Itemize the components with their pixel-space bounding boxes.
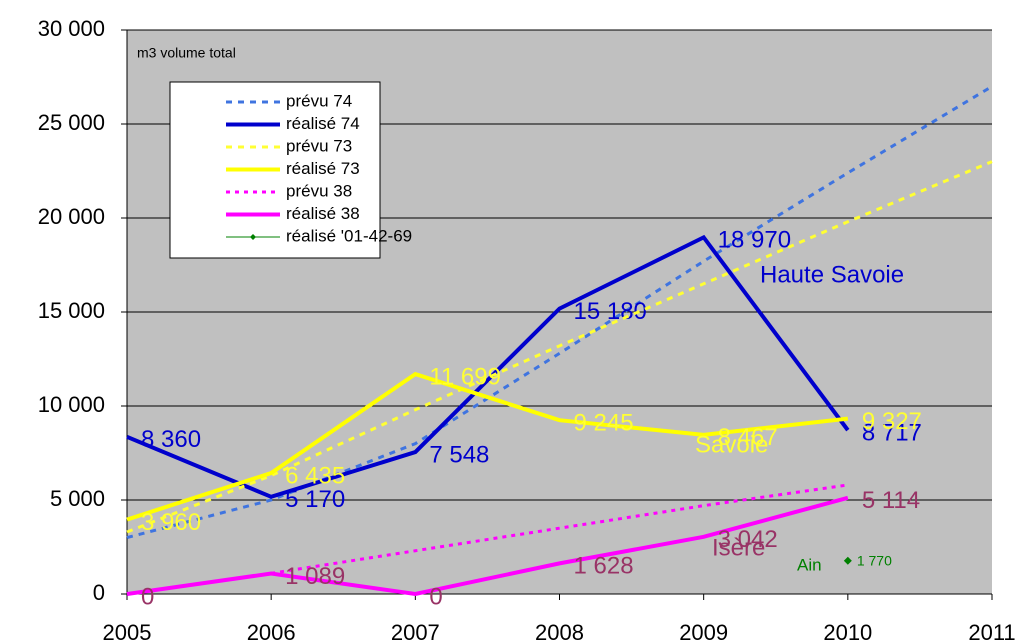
- series-line: [126, 371, 849, 522]
- legend-label: réalisé 74: [286, 114, 360, 133]
- value-label: 3 960: [141, 509, 201, 536]
- legend-swatch: [250, 234, 256, 240]
- annotation: Savoie: [695, 431, 768, 458]
- annotation: Isère: [712, 534, 765, 561]
- y-tick-label: 10 000: [38, 392, 105, 417]
- x-tick-label: 2005: [103, 620, 152, 644]
- value-label: 9 245: [574, 410, 634, 437]
- value-label: 0: [141, 583, 154, 610]
- value-label: 8 717: [862, 419, 922, 446]
- y-tick-label: 15 000: [38, 298, 105, 323]
- y-tick-label: 5 000: [50, 486, 105, 511]
- value-label: 18 970: [718, 227, 791, 254]
- value-label: 9 327: [862, 408, 922, 435]
- series-line: [126, 234, 850, 499]
- annotation: Haute Savoie: [760, 261, 904, 288]
- x-tick-label: 2010: [823, 620, 872, 644]
- x-tick-label: 2009: [679, 620, 728, 644]
- series-line: [126, 495, 849, 597]
- value-label: 8 360: [141, 426, 201, 453]
- legend-label: réalisé 73: [286, 159, 360, 178]
- value-label: 1 628: [574, 553, 634, 580]
- series-line: [126, 85, 993, 540]
- series-line: [270, 483, 849, 575]
- x-tick-label: 2011: [968, 620, 1015, 644]
- value-label: 3 042: [718, 526, 778, 553]
- value-label: 8 467: [718, 424, 778, 451]
- marker: [843, 556, 852, 565]
- series-line: [126, 160, 993, 534]
- value-label: 6 435: [285, 462, 345, 489]
- y-tick-label: 25 000: [38, 110, 105, 135]
- legend-label: prévu 38: [286, 181, 352, 200]
- value-label: 0: [429, 583, 442, 610]
- legend-label: réalisé '01-42-69: [286, 226, 412, 245]
- value-label: 7 548: [429, 441, 489, 468]
- legend-label: prévu 73: [286, 136, 352, 155]
- value-label: 1 770: [857, 552, 892, 568]
- legend-label: prévu 74: [286, 91, 352, 110]
- value-label: 5 114: [862, 487, 920, 514]
- legend-label: réalisé 38: [286, 204, 360, 223]
- y-tick-label: 20 000: [38, 204, 105, 229]
- x-tick-label: 2007: [391, 620, 440, 644]
- value-label: 15 180: [574, 298, 647, 325]
- y-tick-label: 0: [93, 580, 105, 605]
- value-label: 1 089: [285, 563, 345, 590]
- value-label: 5 170: [285, 486, 345, 513]
- x-tick-label: 2008: [535, 620, 584, 644]
- annotation: Ain: [797, 555, 822, 574]
- annotation: m3 volume total: [137, 45, 236, 61]
- x-tick-label: 2006: [247, 620, 296, 644]
- y-tick-label: 30 000: [38, 16, 105, 41]
- value-label: 11 699: [429, 363, 501, 390]
